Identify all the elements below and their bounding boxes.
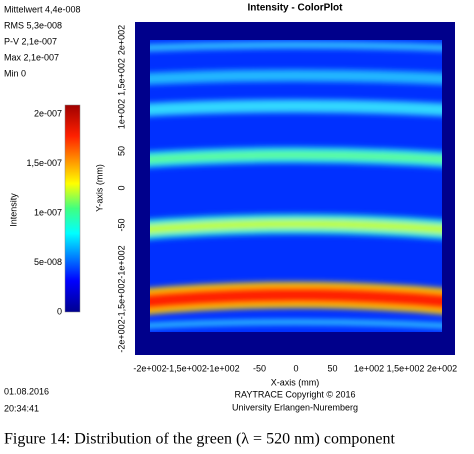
y-axis-label: Y-axis (mm) [94,164,104,212]
x-tick-label: -50 [253,363,266,373]
time: 20:34:41 [4,403,39,413]
y-tick-label: 0 [116,185,126,190]
y-tick-label: 1,5e+002 [116,58,126,96]
colorbar [64,104,81,313]
y-tick-label: 2e+002 [116,25,126,55]
stat: P-V 2,1e-007 [4,36,57,46]
title: Intensity - ColorPlot [248,3,344,14]
stat: RMS 5,3e-008 [4,20,62,30]
stat: Max 2,1e-007 [4,52,59,62]
colorbar-tick: 5e-008 [34,257,62,267]
x-axis-label: X-axis (mm) [271,377,320,387]
copyright: RAYTRACE Copyright © 2016 [234,389,355,399]
x-tick-label: -1e+002 [206,363,239,373]
y-tick-label: 1e+002 [116,99,126,129]
colorbar-tick: 2e-007 [34,108,62,118]
colorbar-tick: 1,5e-007 [26,158,62,168]
caption: Figure 14: Distribution of the green (λ … [4,431,395,448]
y-tick-label: -50 [116,218,126,231]
x-tick-label: 1e+002 [354,363,384,373]
colorbar-label: Intensity [8,193,18,227]
y-tick-label: 50 [116,146,126,156]
colorbar-tick: 1e-007 [34,207,62,217]
stat: Min 0 [4,68,26,78]
y-tick-label: -1e+002 [116,245,126,278]
university: University Erlangen-Nuremberg [232,402,358,412]
x-tick-label: 50 [327,363,337,373]
date: 01.08.2016 [4,386,49,396]
colorbar-tick: 0 [57,306,62,316]
x-tick-label: 1,5e+002 [387,363,425,373]
stat: Mittelwert 4,4e-008 [4,4,81,14]
x-tick-label: 2e+002 [427,363,457,373]
x-tick-label: 0 [293,363,298,373]
heatmap [150,40,442,332]
x-tick-label: -1,5e+002 [166,363,207,373]
y-tick-label: -1,5e+002 [116,279,126,320]
x-tick-label: -2e+002 [133,363,166,373]
y-tick-label: -2e+002 [116,319,126,352]
